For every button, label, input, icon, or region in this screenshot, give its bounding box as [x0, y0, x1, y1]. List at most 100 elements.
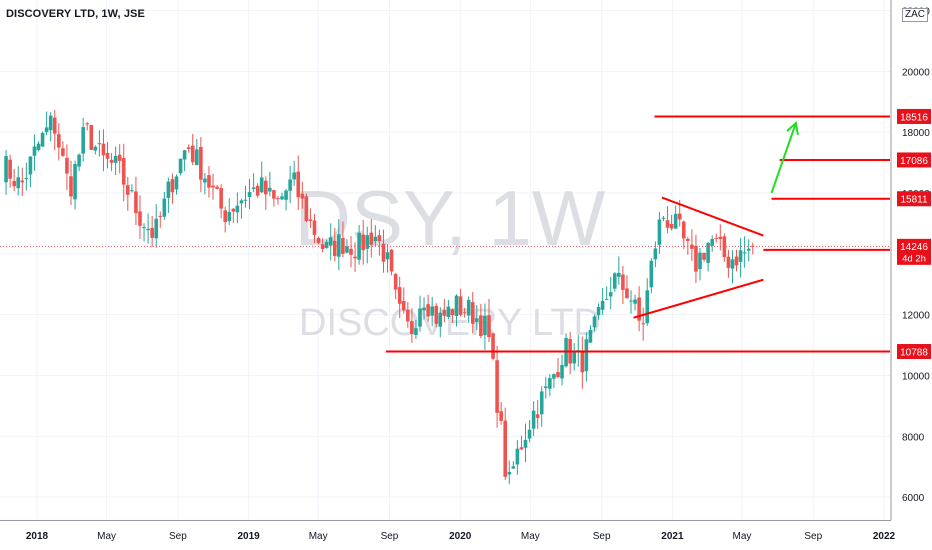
candle-body: [694, 245, 698, 272]
candle-body: [186, 147, 191, 150]
candle-body: [714, 237, 719, 239]
candle-body: [207, 175, 211, 188]
candle-body: [479, 315, 483, 337]
candle-body: [487, 315, 491, 338]
candle-body: [369, 232, 374, 245]
time-tick-label: Sep: [593, 531, 611, 542]
chart-title: DISCOVERY LTD, 1W, JSE: [6, 8, 145, 20]
candle-body: [263, 180, 268, 195]
price-tick-label: 10000: [902, 371, 930, 382]
time-tick-label: 2020: [449, 531, 472, 542]
candle-body: [560, 364, 564, 379]
candle-body: [612, 273, 617, 289]
candle-body: [385, 252, 390, 260]
price-tick-label: 18000: [902, 128, 930, 139]
candle-body: [625, 288, 629, 299]
last-price-label: 14246: [900, 242, 928, 253]
candle-body: [491, 333, 495, 359]
candle-body: [8, 159, 12, 179]
candle-body: [539, 391, 544, 415]
candle-body: [52, 117, 57, 134]
candle-body: [552, 374, 556, 379]
candle-body: [117, 154, 122, 161]
candle-body: [166, 181, 171, 198]
target-arrow-shaft: [770, 122, 797, 194]
candle-body: [629, 300, 633, 302]
candle-body: [499, 411, 503, 421]
candle-body: [592, 316, 597, 328]
candle-body: [28, 156, 33, 175]
price-tick-label: 6000: [902, 493, 925, 504]
last-price-label-bg: [897, 238, 931, 265]
candle-body: [556, 371, 560, 377]
candle-body: [332, 240, 337, 257]
candle-body: [211, 185, 215, 188]
candle-body: [20, 180, 25, 183]
candle-body: [434, 305, 439, 324]
candle-body: [219, 187, 223, 209]
candle-body: [702, 252, 706, 260]
time-tick-label: May: [521, 531, 540, 542]
candle-body: [105, 152, 110, 159]
candle-body: [430, 306, 434, 316]
candle-body: [718, 236, 723, 240]
candle-body: [738, 250, 743, 262]
candle-body: [121, 157, 126, 185]
candle-body: [203, 178, 207, 183]
candle-body: [653, 248, 658, 260]
candle-body: [182, 150, 187, 160]
candle-body: [328, 237, 333, 246]
candle-body: [393, 273, 398, 290]
candle-body: [304, 196, 309, 222]
candle-body: [178, 158, 183, 174]
candle-body: [85, 123, 90, 125]
candle-body: [126, 185, 130, 195]
grid-lines: [0, 0, 890, 520]
candle-body: [406, 309, 410, 322]
candle-body: [324, 241, 329, 248]
level-label: 15811: [900, 195, 928, 206]
candle-body: [48, 115, 53, 131]
candle-body: [337, 234, 341, 257]
candle-body: [146, 228, 150, 231]
candle-body: [12, 180, 16, 187]
candle-body: [483, 315, 487, 336]
candle-body: [194, 149, 199, 166]
candle-body: [227, 211, 232, 222]
candle-body: [450, 309, 455, 316]
candle-body: [312, 220, 317, 235]
candle-body: [150, 227, 154, 238]
candle-body: [93, 146, 98, 151]
price-tick-label: 8000: [902, 432, 925, 443]
candle-body: [535, 414, 540, 418]
candle-body: [584, 339, 589, 372]
candle-body: [40, 132, 45, 147]
candle-body: [422, 307, 426, 311]
candle-body: [77, 154, 81, 167]
candle-body: [621, 274, 625, 290]
candle-body: [600, 300, 605, 310]
triangle-upper-line: [661, 196, 764, 237]
candle-body: [637, 297, 641, 321]
candle-body: [276, 198, 280, 200]
currency-badge[interactable]: ZAC: [902, 8, 928, 22]
time-axis[interactable]: 2018 May Sep 2019 May Sep 2020 May Sep 2021 May Sep…: [0, 520, 896, 543]
candle-body: [608, 292, 613, 297]
candle-body: [730, 259, 735, 269]
candle-body: [361, 234, 365, 251]
candle-body: [345, 246, 349, 253]
candle-body: [515, 448, 520, 465]
time-tick-label: May: [309, 531, 328, 542]
candle-body: [300, 193, 305, 199]
candle-body: [750, 245, 755, 247]
level-labels: 1851617086158111412910788142464d 2h: [897, 108, 931, 360]
candle-body: [357, 232, 361, 260]
candle-body: [247, 192, 252, 197]
candle-body: [4, 156, 8, 183]
time-tick-label: May: [97, 531, 116, 542]
candle-body: [353, 256, 357, 259]
candle-body: [633, 299, 637, 304]
candle-body: [81, 127, 85, 154]
candle-body: [268, 187, 272, 192]
